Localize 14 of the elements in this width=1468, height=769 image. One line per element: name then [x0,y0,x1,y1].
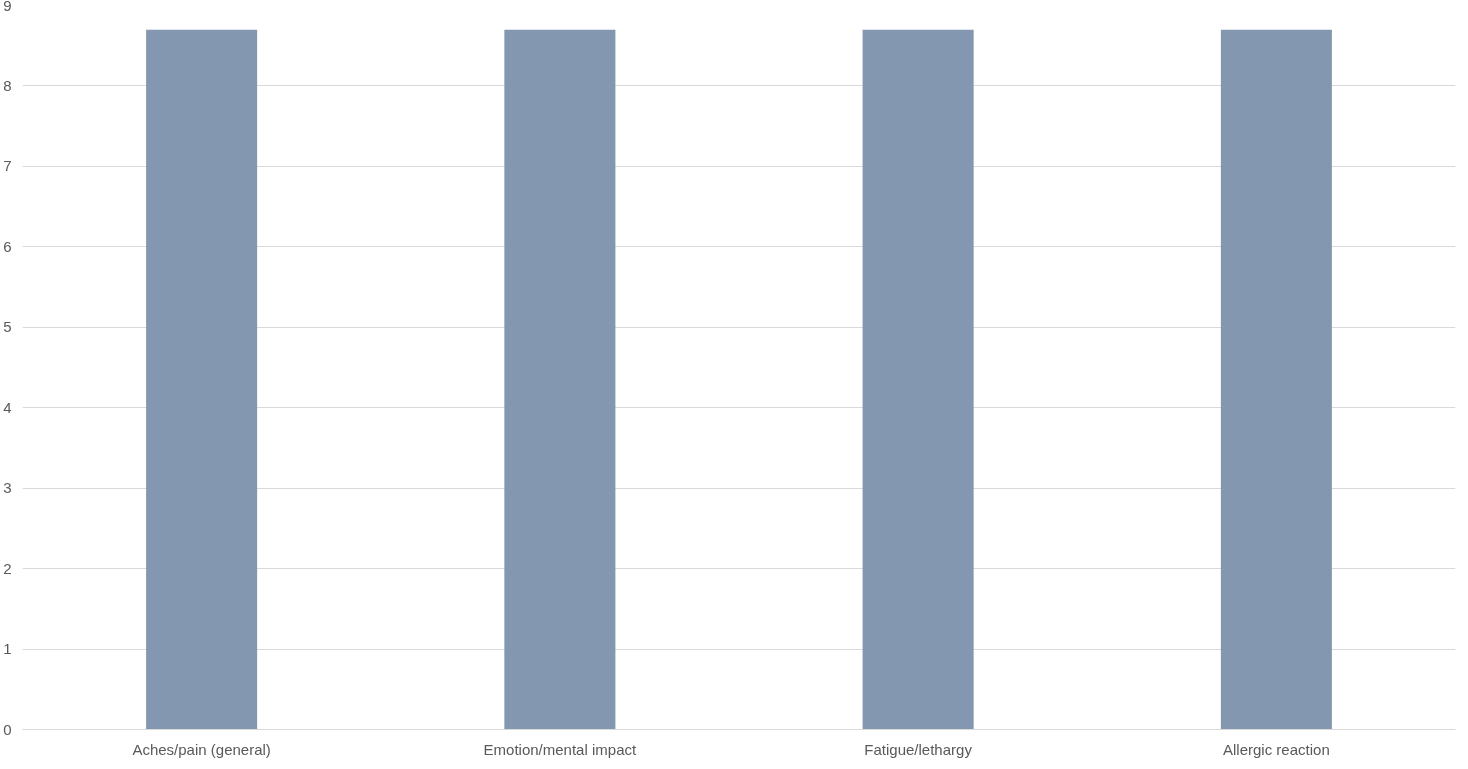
y-tick-label: 1 [3,640,12,658]
y-tick-label: 7 [3,157,12,175]
x-tick-label: Emotion/mental impact [483,740,637,758]
x-tick-label: Aches/pain (general) [132,740,271,758]
y-tick-label: 2 [3,559,12,577]
y-tick-label: 9 [3,0,12,14]
y-tick-label: 8 [3,76,12,94]
y-tick-label: 4 [3,398,12,416]
y-tick-label: 3 [3,479,12,497]
y-tick-label: 5 [3,318,12,336]
x-tick-label: Allergic reaction [1223,740,1330,758]
y-tick-label: 0 [3,720,12,738]
y-tick-label: 6 [3,237,12,255]
x-tick-label: Fatigue/lethargy [864,740,973,758]
